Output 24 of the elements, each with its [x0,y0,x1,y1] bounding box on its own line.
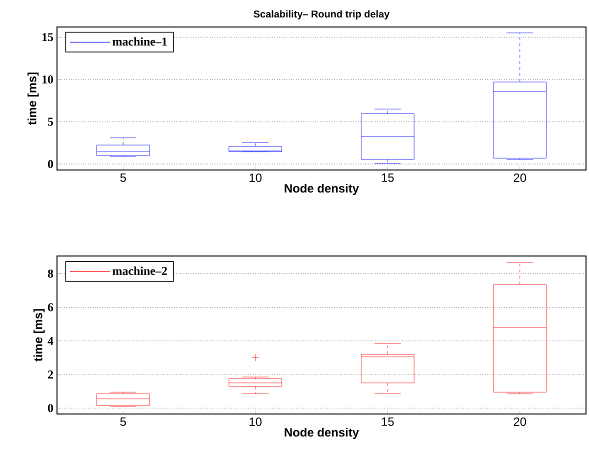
x-tick-label: 10 [250,418,262,426]
y-axis-title: time [ms] [28,72,39,125]
legend-label: machine–2 [112,266,167,275]
y-tick-label: 2 [48,370,53,378]
y-tick-label: 5 [48,118,54,126]
x-tick-label: 20 [514,418,526,426]
x-tick-label: 5 [120,418,126,426]
y-tick-label: 0 [48,404,54,412]
x-tick-label: 15 [382,174,394,182]
y-tick-label: 8 [48,270,54,278]
x-tick-label: 10 [250,174,262,182]
y-tick-label: 6 [48,303,54,312]
chart-title: Scalability– Round trip delay [254,10,390,20]
y-tick-label: 0 [48,160,54,168]
legend-label: machine–1 [112,37,167,46]
x-tick-label: 15 [382,418,394,426]
x-axis-title: Node density [284,428,359,439]
y-tick-label: 10 [42,75,54,84]
y-tick-label: 4 [48,336,54,345]
x-axis-title: Node density [284,184,359,195]
x-tick-label: 5 [120,174,126,182]
y-axis-title: time [ms] [34,309,45,362]
x-tick-label: 20 [514,174,526,182]
y-tick-label: 15 [42,33,54,42]
